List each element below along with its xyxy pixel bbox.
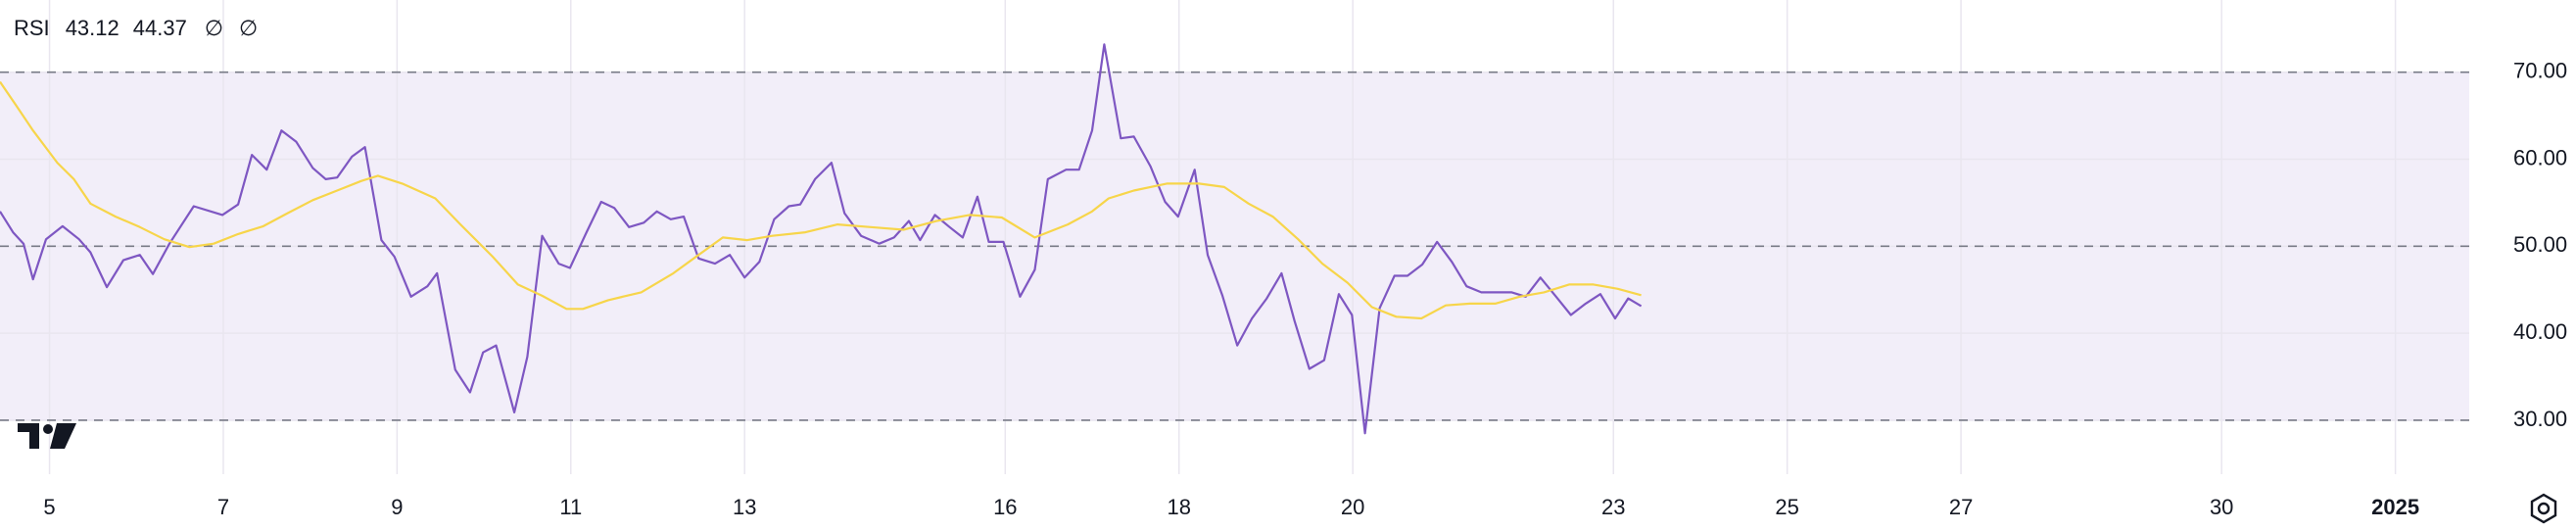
tradingview-logo [18,423,76,449]
series-line [0,80,1642,320]
logo-part [43,424,53,434]
x-tick-label: 5 [43,495,55,519]
x-tick-label: 9 [391,495,403,519]
x-tick-label: 23 [1601,495,1625,519]
y-tick-label: 30.00 [2513,407,2567,431]
x-tick-label: 11 [559,495,582,519]
settings-dot[interactable] [2537,502,2551,515]
x-tick-label: 18 [1167,495,1190,519]
status-icon: ∅ [205,16,223,40]
y-tick-label: 60.00 [2513,145,2567,169]
x-tick-label: 20 [1341,495,1364,519]
y-tick-label: 70.00 [2513,59,2567,83]
settings-hex[interactable] [2530,493,2557,524]
logo-part [18,423,39,449]
x-tick-label: 16 [993,495,1017,519]
status-icon: ∅ [239,16,258,40]
settings-icon[interactable] [2530,493,2557,524]
x-tick-label: 13 [733,495,756,519]
series-layer [0,43,1643,435]
header-value: 44.37 [133,16,187,40]
x-tick-label: 27 [1949,495,1973,519]
y-tick-label: 40.00 [2513,319,2567,344]
indicator-title: RSI [14,16,50,40]
x-tick-label: 30 [2210,495,2233,519]
label-layer: RSI 5 7 9 11 13 16 18 20 23 25 27 30 2025 70.00 60.00 5… [14,16,2567,519]
x-tick-label: 25 [1775,495,1798,519]
logo-part [50,423,76,449]
series-line [0,43,1643,435]
x-tick-label: 2025 [2371,495,2419,519]
y-tick-label: 50.00 [2513,232,2567,257]
header-value: 43.12 [66,16,119,40]
background-layer [0,0,2469,474]
x-tick-label: 7 [217,495,229,519]
